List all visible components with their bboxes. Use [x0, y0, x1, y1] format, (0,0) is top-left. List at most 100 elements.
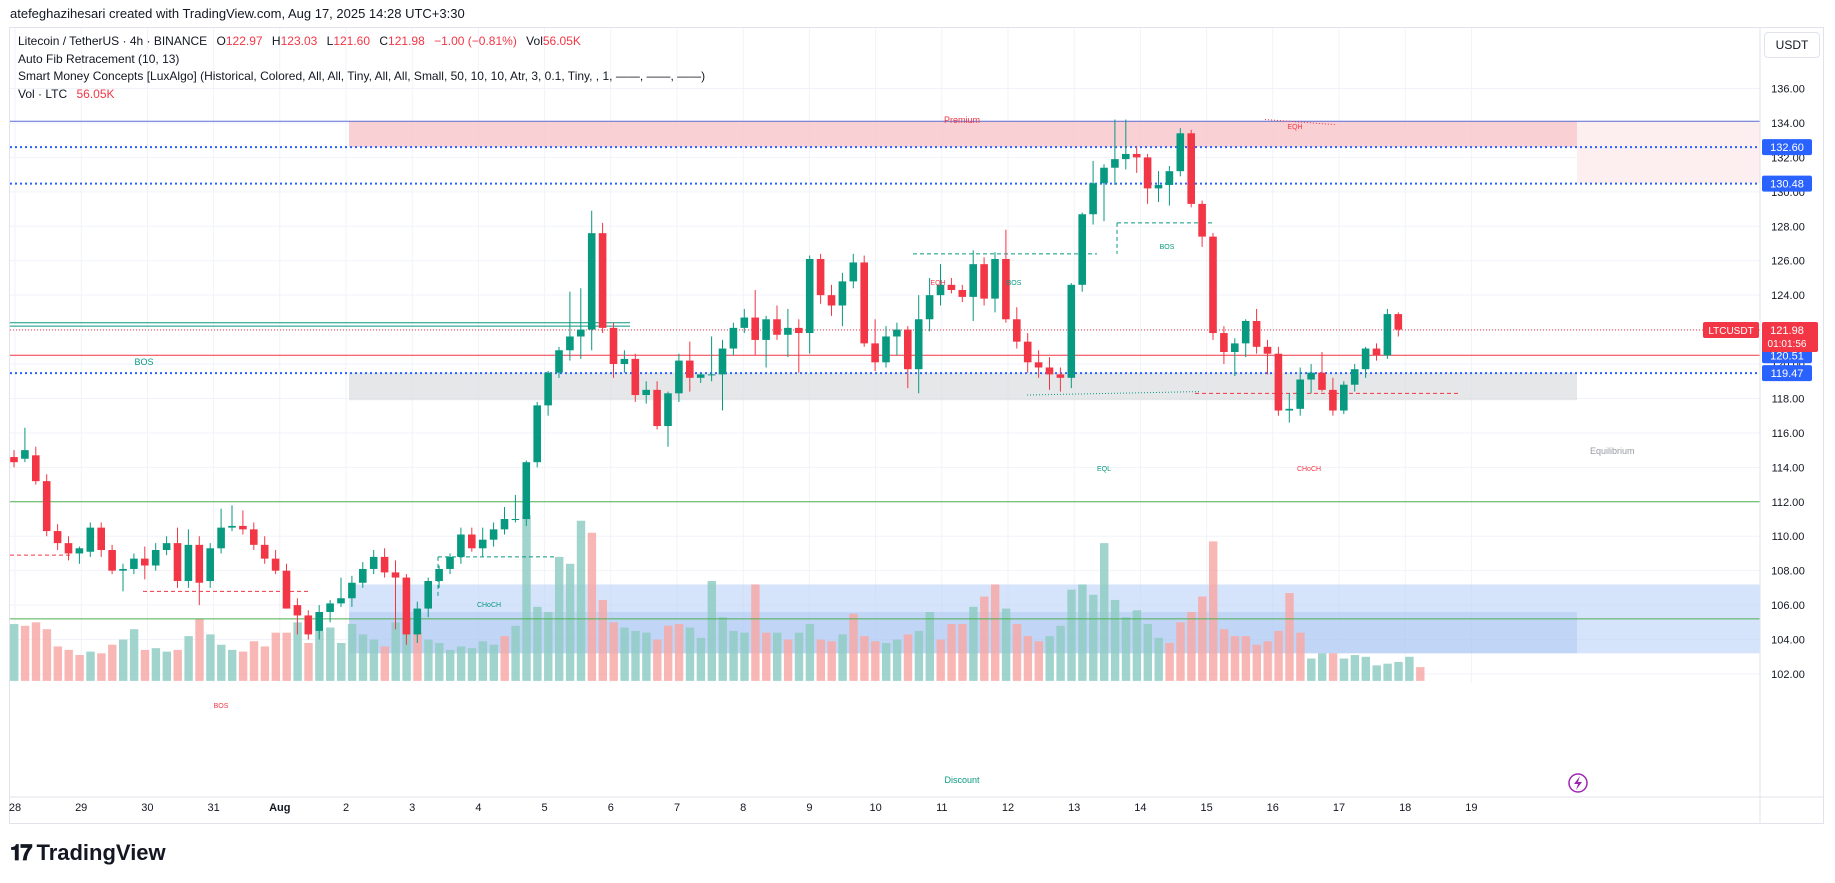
volume-bar [10, 624, 19, 681]
volume-bar [249, 641, 259, 681]
candle-body [544, 372, 552, 406]
volume-bar [162, 651, 171, 681]
indicator-fib[interactable]: Auto Fib Retracement (10, 13) [18, 51, 180, 66]
price-tick-label: 108.00 [1771, 566, 1805, 578]
candle-body [904, 329, 912, 370]
candle-body [337, 598, 345, 604]
time-tick-label: 5 [542, 802, 548, 814]
candle-body [1165, 171, 1174, 185]
volume-bar [1034, 641, 1043, 681]
candle-body [762, 319, 770, 340]
volume-bar [609, 622, 618, 681]
volume-bar [620, 627, 629, 681]
chart-legend: Litecoin / TetherUS · 4h · BINANCE O122.… [18, 33, 705, 103]
volume-bar [173, 649, 182, 681]
volume-bars [10, 515, 1425, 681]
candle-body [21, 450, 29, 459]
candle-body [195, 544, 204, 583]
time-tick-label: 18 [1399, 802, 1411, 814]
candle-body [1045, 367, 1054, 375]
volume-bar [1219, 629, 1229, 681]
time-tick-label: 11 [936, 802, 947, 814]
indicator-smc[interactable]: Smart Money Concepts [LuxAlgo] (Historic… [18, 69, 706, 83]
candle-body [119, 568, 127, 571]
time-tick-label: 4 [475, 802, 481, 814]
candle-body [914, 319, 923, 370]
candle-body [871, 343, 879, 363]
choch-label: CHoCH [477, 602, 501, 609]
svg-text:132.60: 132.60 [1770, 142, 1804, 154]
candle-body [1285, 408, 1294, 411]
volume-bar [413, 630, 422, 681]
candle-body [1350, 369, 1359, 385]
candle-body [1198, 203, 1206, 237]
volume-bar [1165, 643, 1174, 681]
symbol-name[interactable]: Litecoin / TetherUS · 4h · BINANCE [18, 34, 208, 48]
volume-bar [1110, 599, 1120, 681]
bos-label: BOS [1007, 280, 1022, 287]
price-tick-label: 114.00 [1772, 462, 1805, 474]
candle-body [260, 544, 269, 559]
candle-body [184, 544, 193, 582]
candle-body [1154, 184, 1163, 189]
volume-bar [653, 639, 662, 681]
choch-label: CHoCH [1297, 466, 1321, 473]
equilibrium-zone [349, 372, 1577, 401]
premium-label: Premium [944, 115, 980, 125]
candle-body [1187, 133, 1195, 204]
currency-selector[interactable]: USDT [1764, 32, 1820, 58]
volume-bar [783, 639, 793, 681]
volume-bar [522, 515, 531, 681]
volume-indicator-label: Vol · LTC [18, 86, 68, 101]
price-tick-label: 136.00 [1771, 84, 1805, 96]
candle-body [457, 534, 465, 557]
tradingview-logo[interactable]: 𝟏𝟕 TradingView [10, 840, 166, 866]
candle-body [1067, 284, 1076, 378]
volume-bar [86, 651, 95, 681]
candle-body [424, 581, 432, 609]
svg-text:119.47: 119.47 [1771, 368, 1804, 380]
price-levels [10, 120, 1760, 620]
volume-bar [1318, 653, 1327, 681]
bolt-icon[interactable] [1568, 773, 1588, 793]
volume-bar [1416, 667, 1425, 681]
volume-bar [805, 624, 815, 681]
volume-bar [1405, 656, 1414, 681]
chart-frame [9, 27, 1824, 824]
candle-body [598, 233, 607, 328]
annotation-labels: Premium Equilibrium Discount BOS BOS BOS… [134, 115, 1634, 785]
volume-bar [1230, 636, 1240, 681]
volume-bar [816, 639, 825, 681]
volume-bar [478, 641, 488, 681]
volume-bar [762, 632, 771, 681]
volume-bar [228, 649, 237, 681]
volume-indicator-row[interactable]: Vol · LTC 56.05K [18, 86, 705, 104]
price-tick-label: 134.00 [1771, 118, 1805, 130]
candle-body [675, 360, 683, 394]
candle-body [936, 284, 945, 296]
candle-body [239, 525, 247, 530]
volume-bar [1132, 610, 1142, 681]
high-label: H [271, 34, 281, 48]
volume-bar [1252, 644, 1261, 681]
symbol-row[interactable]: Litecoin / TetherUS · 4h · BINANCE O122.… [18, 33, 705, 51]
price-tick-label: 124.00 [1771, 290, 1805, 302]
candle-body [97, 527, 105, 551]
volume-bar [773, 632, 782, 681]
candle-body [108, 550, 116, 571]
candles [10, 119, 1403, 645]
volume-bar [184, 636, 193, 681]
candle-body [696, 374, 705, 378]
volume-bar [1307, 658, 1316, 681]
candle-body [478, 539, 487, 549]
volume-bar [914, 630, 924, 681]
volume-bar [217, 644, 226, 681]
candle-body [958, 289, 967, 297]
eqh-label: EQH [930, 280, 945, 287]
volume-bar [969, 606, 978, 681]
volume-bar [882, 643, 891, 681]
candle-body [64, 543, 73, 554]
volume-bar [53, 646, 62, 681]
candle-body [1383, 314, 1392, 356]
